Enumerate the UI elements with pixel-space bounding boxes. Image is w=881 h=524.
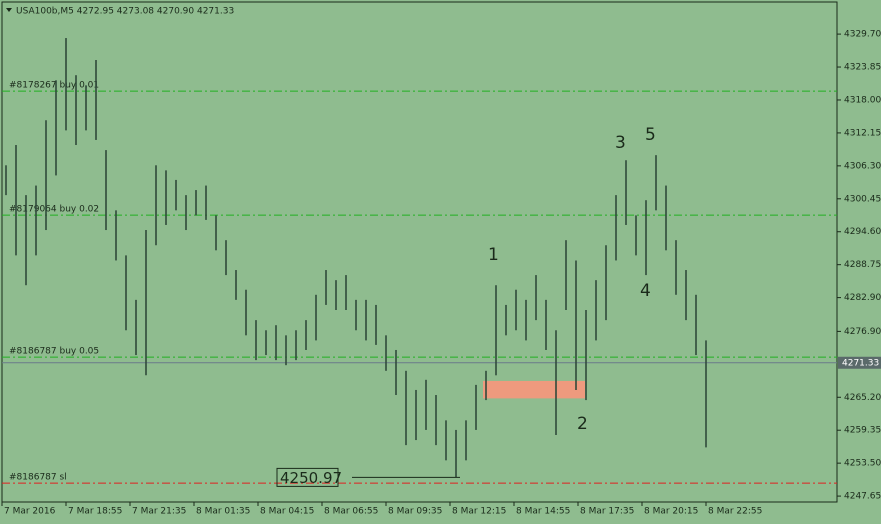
order-level-label: #8179064 buy 0.02 (9, 205, 99, 215)
menu-arrow[interactable] (6, 8, 12, 12)
low-label-box (276, 467, 339, 487)
x-tick-label: 8 Mar 17:35 (580, 507, 634, 517)
y-tick-label: 4306.30 (844, 161, 881, 171)
y-tick-label: 4300.45 (844, 194, 881, 204)
y-tick-label: 4276.90 (844, 327, 881, 337)
x-tick-label: 8 Mar 06:55 (324, 507, 378, 517)
x-tick-label: 7 Mar 21:35 (132, 507, 186, 517)
x-tick-label: 8 Mar 04:15 (260, 507, 314, 517)
wave-label: 3 (615, 133, 626, 153)
x-tick-label: 8 Mar 20:15 (644, 507, 698, 517)
y-tick-label: 4253.50 (844, 459, 881, 469)
order-level-label: #8186787 sl (9, 473, 67, 483)
y-tick-label: 4329.70 (844, 30, 881, 40)
current-price-label: 4271.33 (842, 358, 879, 368)
low-label: 4250.97 (280, 469, 342, 487)
y-tick-label: 4312.15 (844, 128, 881, 138)
y-tick-label: 4323.85 (844, 63, 881, 73)
y-tick-label: 4318.00 (844, 95, 881, 105)
wave-label: 1 (488, 245, 499, 265)
plot-frame (1, 1, 838, 503)
y-tick-label: 4288.75 (844, 260, 881, 270)
zone (483, 380, 585, 399)
x-tick-label: 8 Mar 12:15 (452, 507, 506, 517)
wave-label: 5 (645, 125, 656, 145)
wave-label: 4 (640, 281, 651, 301)
y-tick-label: 4247.65 (844, 492, 881, 502)
order-level-label: #8186787 buy 0.05 (9, 347, 99, 357)
x-tick-label: 8 Mar 14:55 (516, 507, 570, 517)
y-tick-label: 4282.90 (844, 293, 881, 303)
y-tick-label: 4259.35 (844, 426, 881, 436)
x-tick-label: 8 Mar 22:55 (708, 507, 762, 517)
x-tick-label: 8 Mar 09:35 (388, 507, 442, 517)
x-tick-label: 8 Mar 01:35 (196, 507, 250, 517)
wave-label: 2 (577, 414, 588, 434)
order-level-label: #8178267 buy 0.01 (9, 81, 99, 91)
y-tick-label: 4265.20 (844, 393, 881, 403)
x-tick-label: 7 Mar 18:55 (68, 507, 122, 517)
y-tick-label: 4294.60 (844, 227, 881, 237)
header: USA100b,M5 4272.95 4273.08 4270.90 4271.… (16, 7, 234, 17)
current-price-box (838, 356, 881, 369)
x-tick-label: 7 Mar 2016 (4, 507, 56, 517)
